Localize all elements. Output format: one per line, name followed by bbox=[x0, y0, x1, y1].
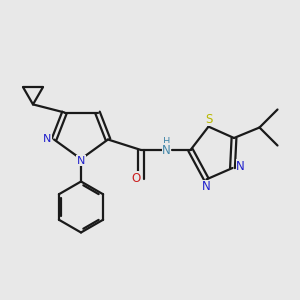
Text: O: O bbox=[131, 172, 140, 185]
Text: S: S bbox=[205, 112, 212, 126]
Text: N: N bbox=[236, 160, 245, 173]
Text: N: N bbox=[77, 155, 85, 166]
Text: N: N bbox=[162, 143, 171, 157]
Text: H: H bbox=[163, 136, 170, 147]
Text: N: N bbox=[202, 180, 211, 194]
Text: N: N bbox=[43, 134, 52, 145]
